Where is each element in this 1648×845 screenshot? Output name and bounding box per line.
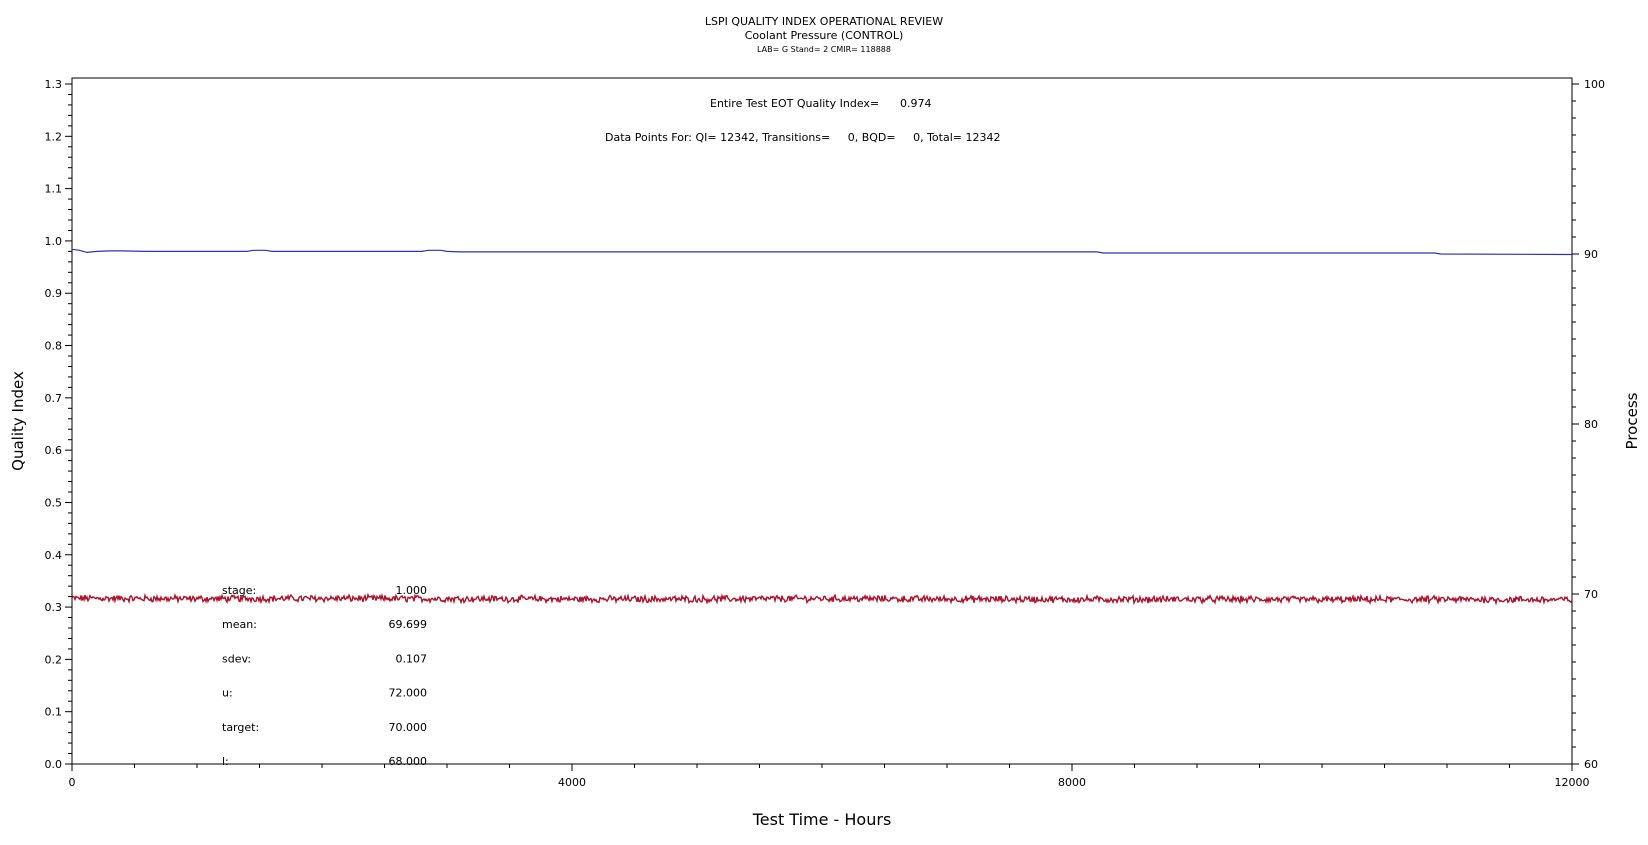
stat-value: 1.000 [396, 584, 428, 597]
y-tick-label: 0.7 [45, 392, 63, 405]
y-tick-label: 1.3 [45, 78, 63, 91]
stat-value: 72.000 [389, 687, 428, 700]
y-tick-label: 0.9 [45, 287, 63, 300]
stats-block: stage: 1.000 mean: 69.699 sdev: 0.107 u: 72.000… [222, 584, 427, 768]
process-series-line [71, 592, 1573, 606]
x-axis-ticks: 0 4000 8000 12000 [69, 764, 1590, 789]
stat-value: 68.000 [389, 755, 428, 768]
y-axis-ticks: 0.0 0.1 0.2 0.3 0.4 0.5 0.6 0.7 0.8 0.9 1.0 1.1 1.2 1… [45, 78, 72, 771]
y2-tick-label: 100 [1584, 78, 1605, 91]
stat-label: target: [222, 721, 259, 734]
stat-value: 69.699 [389, 618, 428, 631]
stat-value: 70.000 [389, 721, 428, 734]
stat-label: u: [222, 687, 233, 700]
y-tick-label: 0.4 [45, 549, 63, 562]
y2-tick-label: 90 [1584, 248, 1598, 261]
chart-title: LSPI QUALITY INDEX OPERATIONAL REVIEW [705, 15, 943, 28]
chart-subtitle: Coolant Pressure (CONTROL) [745, 29, 904, 42]
x-tick-label: 0 [69, 776, 76, 789]
stat-label: mean: [222, 618, 257, 631]
y2-axis-ticks: 60 70 80 90 100 [1572, 78, 1605, 771]
data-points-line: Data Points For: QI= 12342, Transitions=… [605, 131, 1000, 144]
y-tick-label: 0.5 [45, 496, 63, 509]
y-tick-label: 0.3 [45, 601, 63, 614]
y-tick-label: 1.0 [45, 235, 63, 248]
stat-label: l: [222, 755, 229, 768]
y2-tick-label: 60 [1584, 758, 1598, 771]
chart-info: LAB= G Stand= 2 CMIR= 118888 [757, 45, 891, 54]
y-tick-label: 0.1 [45, 706, 63, 719]
y2-tick-label: 70 [1584, 588, 1598, 601]
y-tick-label: 0.6 [45, 444, 63, 457]
y-tick-label: 0.2 [45, 653, 63, 666]
x-tick-label: 8000 [1058, 776, 1086, 789]
x-tick-label: 12000 [1555, 776, 1590, 789]
annotation-block: Entire Test EOT Quality Index= 0.974 Dat… [605, 97, 1000, 144]
y-tick-label: 1.2 [45, 130, 63, 143]
stat-label: sdev: [222, 652, 251, 665]
x-axis-title: Test Time - Hours [752, 810, 892, 829]
stat-value: 0.107 [396, 652, 428, 665]
eot-quality-label: Entire Test EOT Quality Index= [710, 97, 879, 110]
plot-frame [71, 77, 1573, 765]
y-axis-title: Quality Index [9, 371, 27, 471]
y2-tick-label: 80 [1584, 418, 1598, 431]
eot-quality-value: 0.974 [900, 97, 932, 110]
chart-header: LSPI QUALITY INDEX OPERATIONAL REVIEW Co… [705, 15, 943, 54]
y-tick-label: 1.1 [45, 183, 63, 196]
quality-index-series-line [71, 248, 1573, 256]
stat-label: stage: [222, 584, 256, 597]
y-tick-label: 0.8 [45, 340, 63, 353]
y2-axis-title: Process [1623, 392, 1641, 449]
y-tick-label: 0.0 [45, 758, 63, 771]
x-tick-label: 4000 [558, 776, 586, 789]
